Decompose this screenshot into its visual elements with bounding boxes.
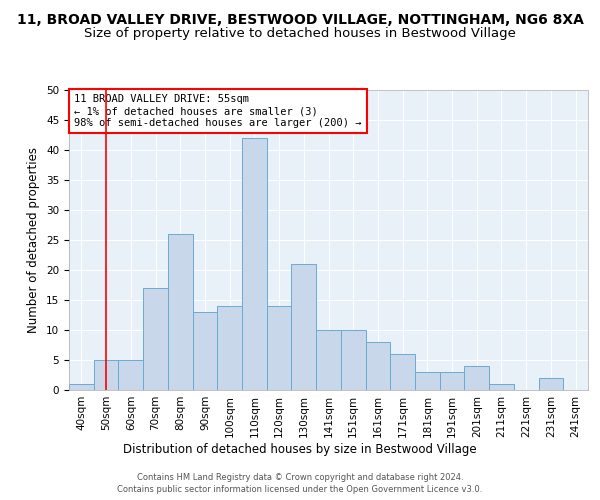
Bar <box>365 342 390 390</box>
Text: Contains public sector information licensed under the Open Government Licence v3: Contains public sector information licen… <box>118 485 482 494</box>
Bar <box>341 330 365 390</box>
Bar <box>539 378 563 390</box>
Bar <box>242 138 267 390</box>
Text: Distribution of detached houses by size in Bestwood Village: Distribution of detached houses by size … <box>123 442 477 456</box>
Text: 11 BROAD VALLEY DRIVE: 55sqm
← 1% of detached houses are smaller (3)
98% of semi: 11 BROAD VALLEY DRIVE: 55sqm ← 1% of det… <box>74 94 362 128</box>
Text: 11, BROAD VALLEY DRIVE, BESTWOOD VILLAGE, NOTTINGHAM, NG6 8XA: 11, BROAD VALLEY DRIVE, BESTWOOD VILLAGE… <box>17 12 583 26</box>
Bar <box>292 264 316 390</box>
Bar <box>489 384 514 390</box>
Bar <box>94 360 118 390</box>
Bar <box>143 288 168 390</box>
Bar <box>118 360 143 390</box>
Bar <box>390 354 415 390</box>
Bar <box>316 330 341 390</box>
Bar <box>193 312 217 390</box>
Text: Size of property relative to detached houses in Bestwood Village: Size of property relative to detached ho… <box>84 28 516 40</box>
Bar <box>267 306 292 390</box>
Bar <box>217 306 242 390</box>
Text: Contains HM Land Registry data © Crown copyright and database right 2024.: Contains HM Land Registry data © Crown c… <box>137 472 463 482</box>
Bar <box>440 372 464 390</box>
Bar <box>464 366 489 390</box>
Bar <box>168 234 193 390</box>
Bar <box>415 372 440 390</box>
Bar <box>69 384 94 390</box>
Y-axis label: Number of detached properties: Number of detached properties <box>28 147 40 333</box>
